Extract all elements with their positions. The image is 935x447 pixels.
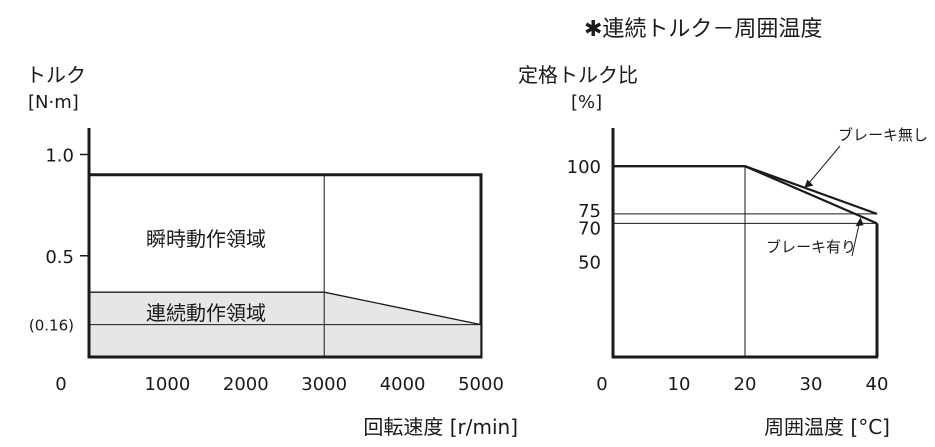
series-label-with-brake: ブレーキ有り: [766, 238, 856, 256]
x-tick-label-10: 10: [668, 374, 691, 395]
x-tick-label-30: 30: [800, 374, 823, 395]
x-tick-label-0: 0: [596, 374, 607, 395]
series-line-with-brake: [613, 165, 878, 225]
y-tick-label-100: 100: [567, 157, 601, 178]
y-axis-label-torque: トルク: [26, 63, 86, 87]
y-axis-label-torque-ratio: 定格トルク比: [518, 63, 638, 87]
leader-line-with-brake: [851, 222, 860, 257]
x-axis-label-speed: 回転速度 [r/min]: [363, 415, 518, 439]
region-label-instantaneous: 瞬時動作領域: [146, 227, 266, 251]
y-tick-label-50: 50: [578, 253, 601, 274]
series-label-without-brake: ブレーキ無し: [838, 126, 928, 144]
x-tick-label-4000: 4000: [380, 374, 426, 395]
y-tick-label-0-5: 0.5: [45, 247, 74, 268]
torque-speed-chart: 0 1000 2000 3000 4000 5000 1.0 0.5 (0.16) 瞬時動作領…: [26, 63, 518, 439]
x-tick-label-5000: 5000: [458, 374, 504, 395]
y-tick-label-0-16: (0.16): [29, 317, 74, 335]
x-tick-label-40: 40: [866, 374, 889, 395]
chart-title: ✱連続トルク－周囲温度: [584, 17, 822, 42]
leader-line-without-brake: [808, 145, 841, 184]
x-tick-label-3000: 3000: [301, 374, 347, 395]
y-tick-label-75: 75: [578, 201, 601, 222]
x-tick-label-0: 0: [55, 374, 66, 395]
x-tick-label-2000: 2000: [223, 374, 269, 395]
region-label-continuous: 連続動作領域: [146, 301, 266, 325]
arrowhead-with-brake: [855, 217, 864, 227]
y-tick-label-1-0: 1.0: [45, 146, 74, 167]
y-tick-label-70: 70: [578, 218, 601, 239]
x-axis-label-temperature: 周囲温度 [°C]: [764, 415, 890, 439]
y-axis-unit-torque: [N·m]: [28, 92, 79, 113]
arrowhead-without-brake: [804, 179, 814, 188]
y-axis-unit-percent: [%]: [571, 92, 602, 113]
x-tick-label-20: 20: [734, 374, 757, 395]
x-tick-label-1000: 1000: [144, 374, 190, 395]
